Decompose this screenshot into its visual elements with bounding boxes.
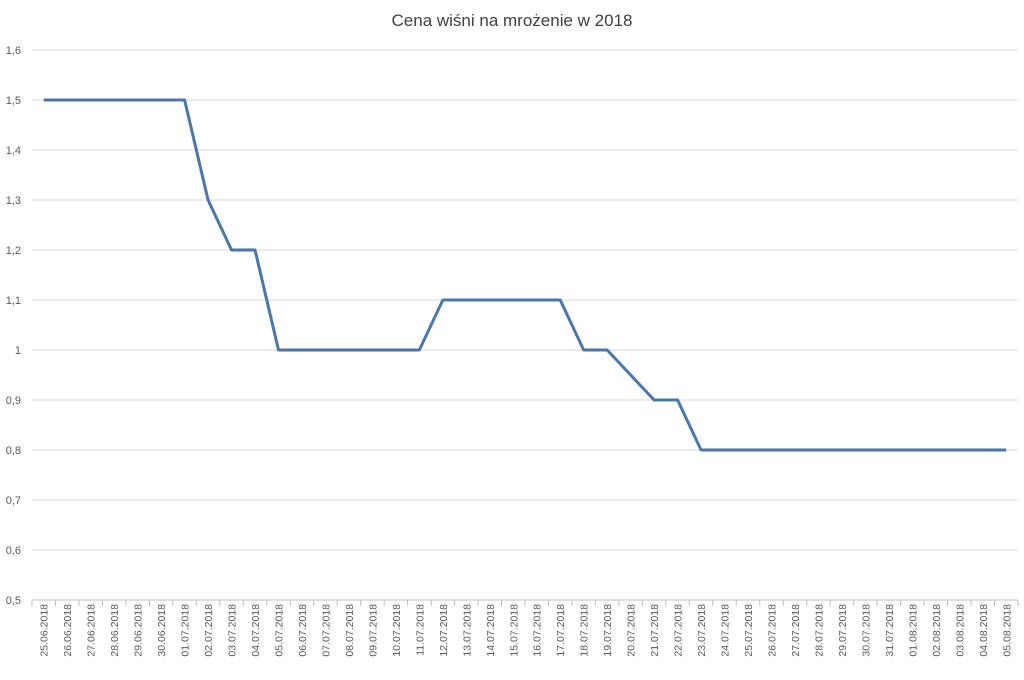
- x-tick-label: 19.07.2018: [602, 604, 614, 657]
- y-tick-label: 1,5: [6, 95, 21, 107]
- x-tick-label: 22.07.2018: [673, 604, 685, 657]
- x-axis: 25.06.2018 26.06.2018 27.06.2018 28.06.2018…: [31, 599, 1019, 657]
- y-tick-label: 0,8: [6, 445, 21, 457]
- x-tick-label: 20.07.2018: [626, 604, 638, 657]
- x-tick-label: 14.07.2018: [485, 604, 497, 657]
- x-tick-label: 16.07.2018: [532, 604, 544, 657]
- y-axis-ticks: 0,5 0,6 0,7 0,8 0,9 1 1,1 1,2 1,3 1,4 1,5 1,6: [6, 45, 21, 607]
- x-tick-label: 23.07.2018: [696, 604, 708, 657]
- x-tick-label: 28.07.2018: [813, 604, 825, 657]
- x-tick-label: 10.07.2018: [391, 604, 403, 657]
- x-tick-label: 29.07.2018: [837, 604, 849, 657]
- x-tick-label: 05.08.2018: [1001, 604, 1013, 657]
- x-tick-label: 12.07.2018: [438, 604, 450, 657]
- x-tick-label: 30.06.2018: [156, 604, 168, 657]
- x-tick-label: 04.07.2018: [250, 604, 262, 657]
- y-tick-label: 1,6: [6, 45, 21, 57]
- x-tick-label: 30.07.2018: [860, 604, 872, 657]
- chart-title: Cena wiśni na mrożenie w 2018: [392, 11, 633, 30]
- y-tick-label: 0,5: [6, 595, 21, 607]
- x-tick-label: 01.07.2018: [180, 604, 192, 657]
- x-tick-label: 09.07.2018: [367, 604, 379, 657]
- y-tick-label: 1,1: [6, 295, 21, 307]
- x-tick-label: 06.07.2018: [297, 604, 309, 657]
- x-tick-label: 11.07.2018: [414, 604, 426, 656]
- x-tick-label: 27.07.2018: [790, 604, 802, 657]
- x-tick-label: 31.07.2018: [884, 604, 896, 657]
- x-tick-label: 26.06.2018: [62, 604, 74, 657]
- y-tick-label: 1: [15, 345, 21, 357]
- x-tick-label: 24.07.2018: [720, 604, 732, 657]
- x-tick-label: 15.07.2018: [508, 604, 520, 657]
- x-tick-label: 01.08.2018: [907, 604, 919, 657]
- y-tick-label: 1,4: [6, 145, 21, 157]
- y-tick-label: 1,2: [6, 245, 21, 257]
- x-tick-label: 27.06.2018: [86, 604, 98, 657]
- x-tick-label: 02.07.2018: [203, 604, 215, 657]
- x-tick-label: 03.08.2018: [954, 604, 966, 657]
- y-tick-label: 0,7: [6, 495, 21, 507]
- x-tick-label: 07.07.2018: [320, 604, 332, 657]
- y-tick-label: 1,3: [6, 195, 21, 207]
- x-tick-label: 13.07.2018: [461, 604, 473, 657]
- x-tick-label: 29.06.2018: [133, 604, 145, 657]
- x-tick-label: 17.07.2018: [555, 604, 567, 657]
- x-tick-label: 25.07.2018: [743, 604, 755, 657]
- series-line: [43, 98, 1007, 452]
- x-tick-label: 18.07.2018: [579, 604, 591, 657]
- x-tick-label: 26.07.2018: [767, 604, 779, 657]
- y-tick-label: 0,9: [6, 395, 21, 407]
- y-tick-label: 0,6: [6, 545, 21, 557]
- x-tick-label: 28.06.2018: [109, 604, 121, 657]
- x-tick-label: 02.08.2018: [931, 604, 943, 657]
- x-tick-label: 03.07.2018: [227, 604, 239, 657]
- x-tick-label: 21.07.2018: [649, 604, 661, 657]
- x-tick-label: 04.08.2018: [978, 604, 990, 657]
- x-tick-label: 05.07.2018: [274, 604, 286, 657]
- series-layer: [43, 98, 1007, 452]
- x-tick-label: 08.07.2018: [344, 604, 356, 657]
- x-tick-label: 25.06.2018: [39, 604, 51, 657]
